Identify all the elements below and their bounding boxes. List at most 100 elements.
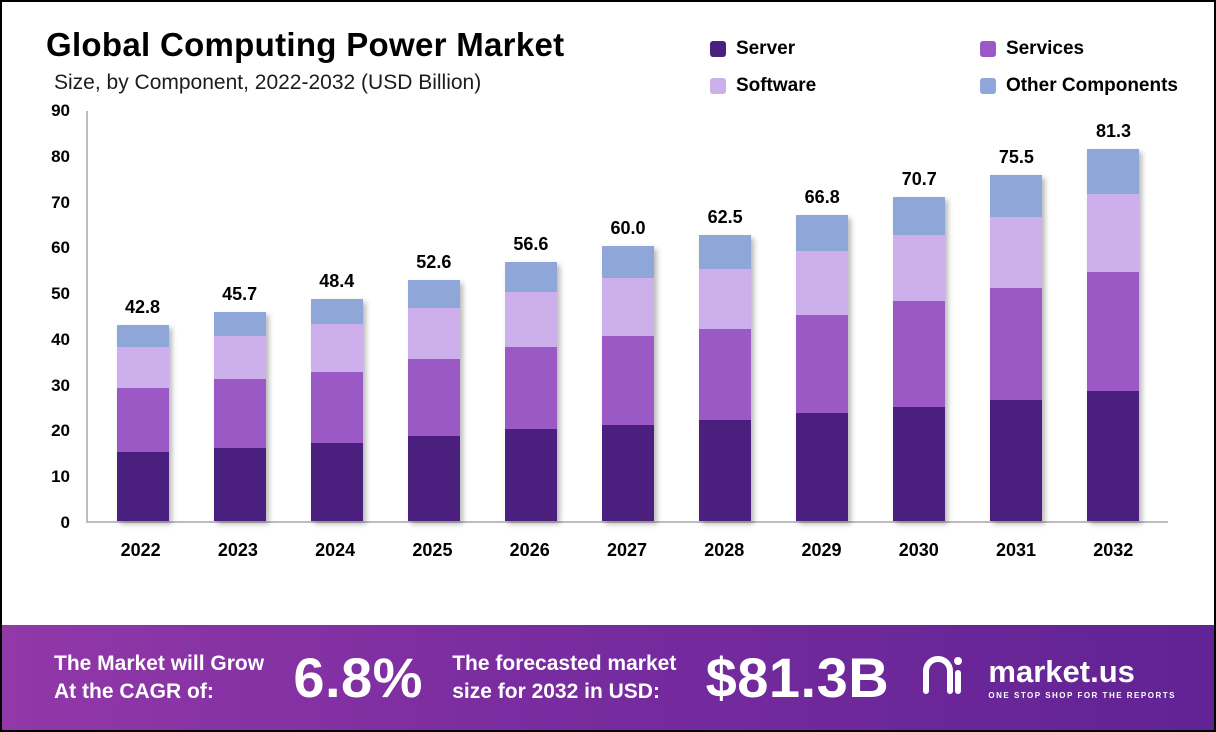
- bar-stack: [1087, 148, 1140, 521]
- legend-item: Other Components: [979, 75, 1178, 97]
- bar-segment-other-components: [699, 234, 752, 270]
- forecast-label-line1: The forecasted market: [452, 652, 677, 676]
- bar-segment-server: [699, 420, 752, 521]
- y-tick-label: 0: [60, 513, 70, 532]
- bar-stack: [796, 215, 849, 521]
- legend: Server Services Software Other Components: [709, 38, 1178, 97]
- x-axis-label: 2032: [1093, 540, 1134, 560]
- bar-total-label: 48.4: [319, 271, 355, 292]
- bar-segment-other-components: [213, 311, 266, 336]
- bar-segment-server: [407, 436, 460, 521]
- cagr-label: The Market will Grow At the CAGR of:: [54, 650, 264, 705]
- bar-total-label: 81.3: [1095, 120, 1131, 141]
- forecast-label-line2: size for 2032 in USD:: [452, 679, 660, 703]
- bar-total-label: 62.5: [707, 206, 743, 227]
- y-tick-label: 50: [51, 284, 70, 304]
- x-axis-label: 2024: [315, 540, 356, 560]
- cagr-value: 6.8%: [293, 646, 423, 709]
- stacked-bar-chart: 0 10 20 30 40 50 60 70 80 90 42.8 45.7 48.4 52.6 56.6…: [2, 97, 1214, 625]
- forecast-value: $81.3B: [705, 646, 890, 709]
- bar-segment-server: [796, 413, 849, 521]
- x-axis-label: 2027: [606, 540, 647, 560]
- x-axis-label: 2023: [217, 540, 258, 560]
- y-tick-label: 20: [51, 421, 70, 441]
- bar-segment-services: [310, 372, 363, 444]
- bar-column: 60.0: [579, 111, 676, 521]
- bar-segment-other-components: [504, 261, 557, 293]
- bar-segment-software: [699, 269, 752, 329]
- bar-stack: [407, 280, 460, 521]
- legend-item: Software: [709, 75, 940, 97]
- legend-label: Server: [735, 38, 796, 59]
- bar-segment-software: [990, 216, 1043, 288]
- bar-segment-server: [1087, 390, 1140, 521]
- bar-segment-services: [213, 379, 266, 448]
- bar-segment-software: [407, 308, 460, 359]
- bar-segment-software: [310, 324, 363, 373]
- legend-label: Services: [1005, 38, 1085, 59]
- bar-column: 42.8: [94, 111, 191, 521]
- cagr-label-line2: At the CAGR of:: [54, 679, 214, 703]
- y-tick-label: 90: [51, 101, 70, 120]
- legend-swatch: [979, 41, 996, 57]
- chart-main: 0 10 20 30 40 50 60 70 80 90 42.8 45.7 48.4 52.6 56.6…: [28, 101, 1168, 532]
- bar-column: 70.7: [871, 111, 968, 521]
- title-block: Global Computing Power Market Size, by C…: [46, 26, 564, 97]
- bar-segment-services: [602, 335, 655, 425]
- forecast-label: The forecasted market size for 2032 in U…: [452, 650, 676, 705]
- bar-segment-services: [407, 358, 460, 437]
- bar-column: 81.3: [1065, 111, 1162, 521]
- y-tick-label: 10: [51, 467, 70, 487]
- brand-name: market.us: [988, 653, 1135, 689]
- bar-segment-software: [504, 292, 557, 348]
- legend-swatch: [979, 78, 996, 94]
- bar-segment-software: [116, 347, 169, 389]
- legend-item: Services: [979, 38, 1178, 60]
- x-axis-label: 2030: [898, 540, 939, 560]
- bar-column: 48.4: [288, 111, 385, 521]
- bar-segment-services: [699, 328, 752, 421]
- bar-stack: [602, 246, 655, 521]
- legend-item: Server: [709, 38, 940, 60]
- bar-segment-services: [116, 388, 169, 453]
- bar-column: 45.7: [191, 111, 288, 521]
- y-axis: 0 10 20 30 40 50 60 70 80 90: [28, 101, 86, 532]
- bar-segment-other-components: [1087, 148, 1140, 194]
- y-tick-label: 70: [51, 192, 70, 212]
- bar-segment-services: [990, 287, 1043, 400]
- bar-segment-server: [504, 429, 557, 521]
- bar-stack: [893, 197, 946, 521]
- bar-segment-server: [310, 443, 363, 521]
- x-axis-label: 2029: [801, 540, 842, 560]
- bar-segment-services: [504, 347, 557, 430]
- bar-total-label: 70.7: [901, 169, 937, 190]
- x-axis-label: 2022: [120, 540, 161, 560]
- bar-total-label: 75.5: [998, 147, 1034, 168]
- bar-segment-software: [796, 250, 849, 316]
- bar-segment-software: [602, 278, 655, 336]
- bar-column: 56.6: [482, 111, 579, 521]
- market-us-logo-icon: [918, 651, 976, 704]
- bar-stack: [990, 175, 1043, 521]
- legend-label: Other Components: [1005, 75, 1178, 96]
- bar-segment-other-components: [310, 299, 363, 325]
- footer-banner: The Market will Grow At the CAGR of: 6.8…: [2, 625, 1214, 730]
- page-title: Global Computing Power Market: [46, 26, 565, 63]
- bar-segment-services: [1087, 271, 1140, 391]
- bar-segment-software: [1087, 193, 1140, 272]
- bar-segment-other-components: [116, 325, 169, 348]
- x-axis-label: 2026: [509, 540, 550, 560]
- bar-stack: [699, 234, 752, 521]
- y-tick-label: 80: [51, 146, 70, 166]
- bar-stack: [504, 261, 557, 521]
- page-subtitle: Size, by Component, 2022-2032 (USD Billi…: [54, 71, 482, 94]
- bar-total-label: 52.6: [416, 252, 452, 273]
- header: Global Computing Power Market Size, by C…: [2, 2, 1214, 97]
- brand-text: market.us ONE STOP SHOP FOR THE REPORTS: [988, 656, 1176, 700]
- x-axis: 2022 2023 2024 2025 2026 2027 2028 2029 2030 2031…: [86, 540, 1168, 561]
- bar-total-label: 45.7: [222, 283, 258, 304]
- x-axis-label: 2028: [704, 540, 745, 560]
- bar-stack: [310, 299, 363, 521]
- bar-segment-other-components: [893, 197, 946, 235]
